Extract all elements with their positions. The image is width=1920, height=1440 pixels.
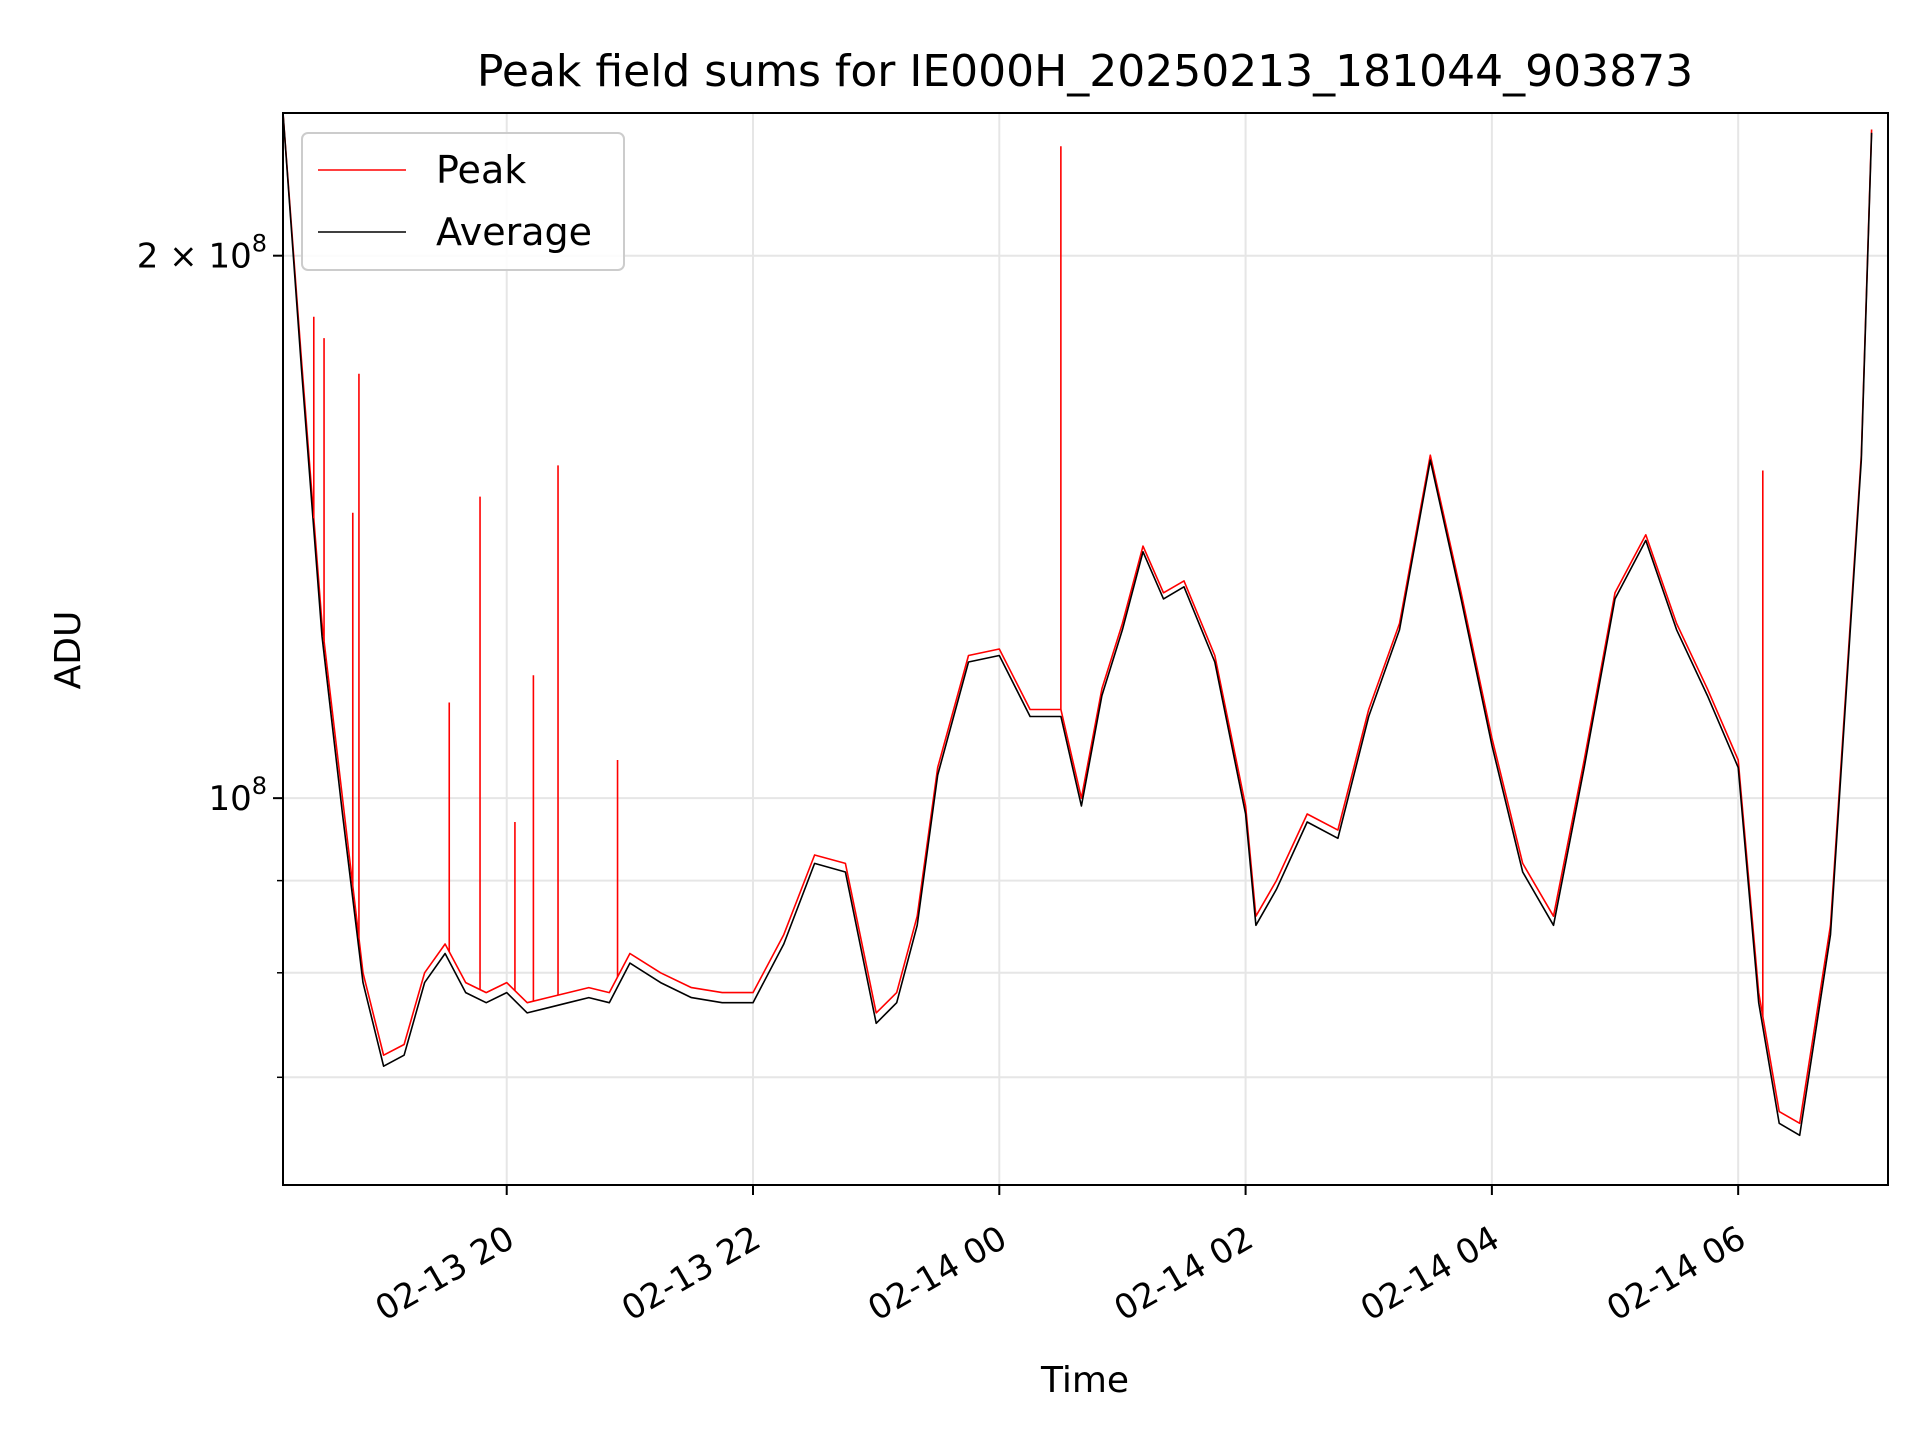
series-line-average — [283, 113, 1873, 1137]
y-tick-label: 2 × 108 — [137, 230, 267, 277]
series-line-peak — [283, 113, 1873, 1125]
grid-lines — [283, 113, 1888, 1185]
y-tick-label: 108 — [208, 772, 267, 819]
y-axis-label: ADU — [48, 611, 89, 690]
x-axis-label: Time — [1040, 1360, 1129, 1401]
series-layer — [283, 113, 1873, 1137]
legend-label-peak: Peak — [436, 148, 526, 192]
legend-label-average: Average — [436, 210, 592, 254]
legend[interactable]: Peak Average — [301, 132, 625, 271]
plot-frame — [282, 112, 1889, 1186]
legend-box — [301, 132, 625, 271]
chart-title: Peak field sums for IE000H_20250213_1810… — [477, 46, 1693, 97]
